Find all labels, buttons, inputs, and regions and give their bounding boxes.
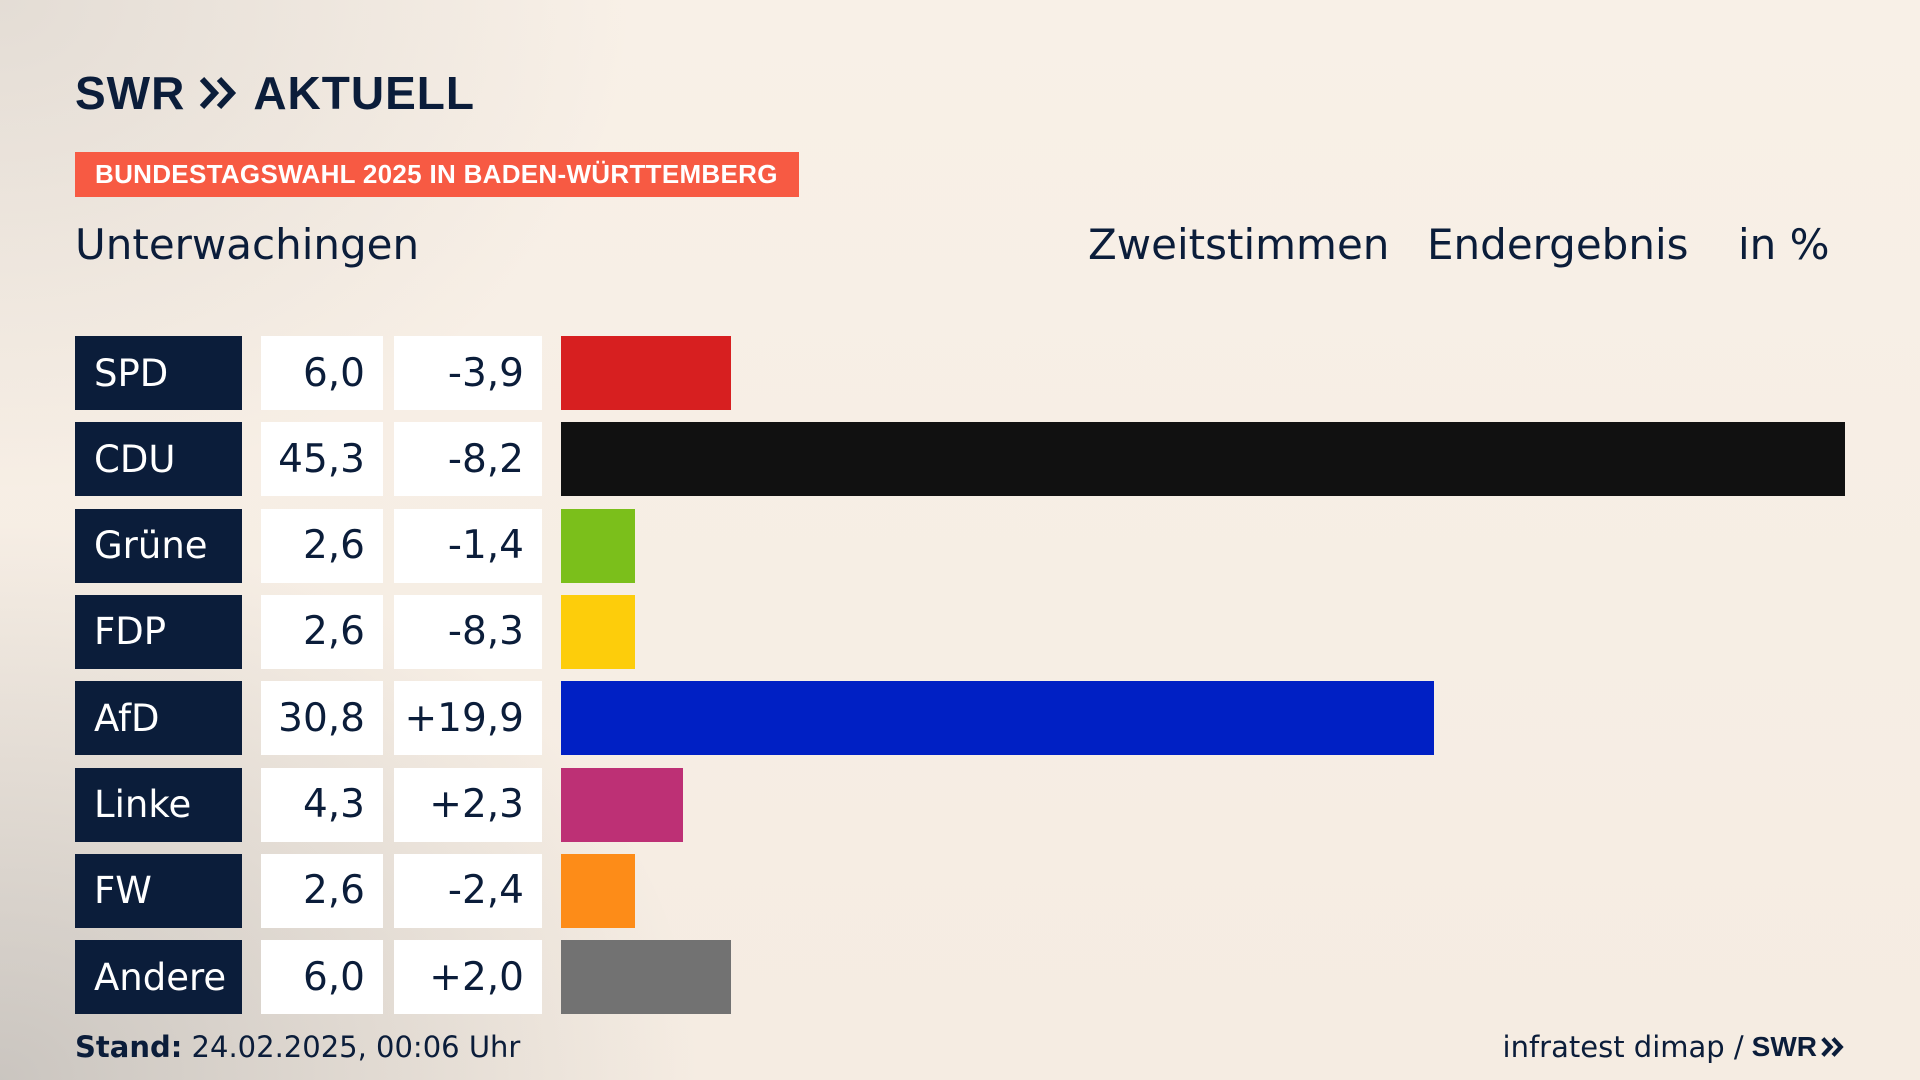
result-bar — [561, 853, 635, 928]
place-title: Unterwachingen — [75, 220, 420, 269]
header-endergebnis: Endergebnis — [1427, 220, 1689, 269]
party-label: Andere — [75, 940, 242, 1015]
difference-label: +19,9 — [394, 681, 542, 756]
result-bar — [561, 336, 732, 410]
stand-label: Stand: — [75, 1030, 183, 1064]
brand-product: AKTUELL — [253, 67, 475, 119]
result-bar — [561, 681, 1434, 756]
vote-share-label: 4,3 — [261, 767, 383, 842]
header-row: Unterwachingen Zweitstimmen Endergebnis … — [75, 220, 1920, 280]
result-bar — [561, 594, 635, 669]
difference-label: -2,4 — [394, 853, 542, 928]
vote-share-label: 2,6 — [261, 594, 383, 669]
party-label: FDP — [75, 594, 242, 669]
footer-brand: SWR — [1751, 1031, 1817, 1062]
party-label: SPD — [75, 336, 242, 410]
party-label: Linke — [75, 767, 242, 842]
double-chevron-icon — [1821, 1037, 1844, 1057]
vote-share-label: 6,0 — [261, 336, 383, 410]
vote-share-label: 30,8 — [261, 681, 383, 756]
result-bar — [561, 767, 683, 842]
party-label: Grüne — [75, 508, 242, 583]
brand-name: SWR — [75, 67, 186, 119]
topic-banner: BUNDESTAGSWAHL 2025 IN BADEN-WÜRTTEMBERG — [75, 152, 799, 197]
difference-label: -1,4 — [394, 508, 542, 583]
double-chevron-icon — [199, 75, 239, 111]
party-label: CDU — [75, 422, 242, 497]
result-bar — [561, 508, 635, 583]
result-bar — [561, 422, 1845, 497]
vote-share-label: 2,6 — [261, 508, 383, 583]
footer-swr-logo: SWR — [1752, 1031, 1845, 1063]
difference-label: -8,3 — [394, 594, 542, 669]
party-label: AfD — [75, 681, 242, 756]
result-bar — [561, 940, 732, 1015]
stand-value: 24.02.2025, 00:06 Uhr — [191, 1030, 521, 1064]
stand-line: Stand: 24.02.2025, 00:06 Uhr — [75, 1030, 520, 1064]
source-line: infratest dimap / SWR — [1503, 1030, 1845, 1064]
difference-label: +2,0 — [394, 940, 542, 1015]
source-text: infratest dimap / — [1502, 1030, 1744, 1064]
header-zweitstimmen: Zweitstimmen — [1088, 220, 1390, 269]
vote-share-label: 45,3 — [261, 422, 383, 497]
party-label: FW — [75, 853, 242, 928]
difference-label: -3,9 — [394, 336, 542, 410]
header-unit: in % — [1738, 220, 1830, 269]
difference-label: +2,3 — [394, 767, 542, 842]
swr-aktuell-logo: SWR AKTUELL — [75, 66, 475, 120]
vote-share-label: 2,6 — [261, 853, 383, 928]
difference-label: -8,2 — [394, 422, 542, 497]
vote-share-label: 6,0 — [261, 940, 383, 1015]
